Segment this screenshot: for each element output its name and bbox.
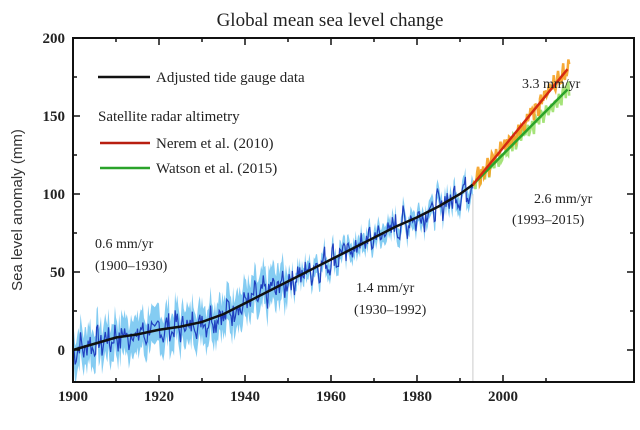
x-tick-label: 1920: [144, 389, 174, 405]
annotation-rate-1930-1992: 1.4 mm/yr: [356, 281, 415, 296]
nerem-trend-line: [471, 68, 569, 186]
y-tick-label: 50: [50, 265, 65, 281]
y-tick-label: 0: [58, 343, 66, 359]
chart-title: Global mean sea level change: [217, 10, 444, 31]
plot-frame: [72, 37, 635, 383]
x-tick-label: 2000: [488, 389, 518, 405]
y-tick-label: 150: [43, 109, 66, 125]
axis-tick-labels: 1900 1920 1940 1960 1980 2000 0 50 100 150 200: [43, 31, 519, 405]
legend-label-watson: Watson et al. (2015): [156, 161, 277, 177]
annotations: 0.6 mm/yr (1900–1930) 1.4 mm/yr (1930–19…: [95, 77, 593, 318]
axis-ticks: [72, 37, 634, 382]
annotation-period-1900-1930: (1900–1930): [95, 259, 168, 274]
legend-label-nerem: Nerem et al. (2010): [156, 136, 273, 152]
trend-lines: [72, 68, 569, 352]
legend: Adjusted tide gauge data Satellite radar…: [98, 70, 305, 177]
y-tick-label: 200: [43, 31, 66, 47]
x-tick-label: 1980: [402, 389, 432, 405]
legend-group-header: Satellite radar altimetry: [98, 109, 240, 125]
annotation-period-1993-2015: (1993–2015): [512, 213, 585, 228]
x-tick-label: 1900: [58, 389, 88, 405]
annotation-period-1930-1992: (1930–1992): [354, 303, 427, 318]
watson-trend-line: [472, 88, 569, 186]
annotation-rate-1993-2015: 2.6 mm/yr: [534, 192, 593, 207]
y-tick-label: 100: [43, 187, 66, 203]
tide-gauge-band: [73, 167, 473, 384]
annotation-rate-1900-1930: 0.6 mm/yr: [95, 237, 154, 252]
legend-label-tide: Adjusted tide gauge data: [156, 70, 305, 86]
y-axis-label: Sea level anomaly (mm): [9, 129, 26, 291]
x-tick-label: 1960: [316, 389, 346, 405]
annotation-rate-nerem: 3.3 mm/yr: [522, 77, 581, 92]
x-tick-label: 1940: [230, 389, 260, 405]
tide-gauge-uncertainty-band: [73, 167, 473, 384]
tide-gauge-smoothed-line: [72, 183, 474, 352]
